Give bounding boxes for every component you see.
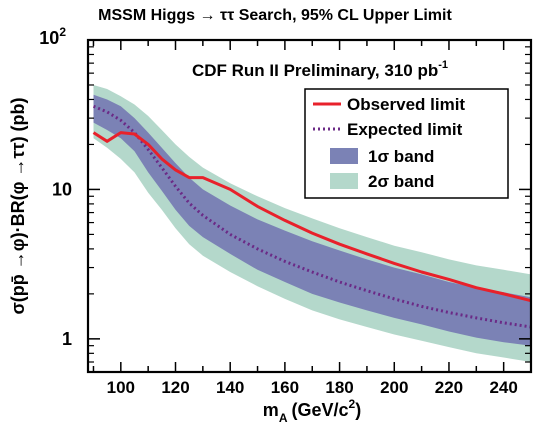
legend-2sigma-label: 2σ band: [368, 172, 434, 191]
xtick-label: 180: [325, 378, 353, 397]
xtick-label: 220: [435, 378, 463, 397]
curves-layer: [92, 104, 532, 329]
plot-frame: [86, 38, 533, 374]
legend-observed-label: Observed limit: [347, 95, 465, 114]
xtick-label: 160: [271, 378, 299, 397]
y-axis-label: σ(pp̄ →φ)·BR(φ →ττ) (pb): [8, 97, 28, 314]
xtick-label: 200: [380, 378, 408, 397]
run-annotation: CDF Run II Preliminary, 310 pb-1: [192, 59, 448, 80]
legend-expected-label: Expected limit: [347, 120, 463, 139]
legend-2sigma-swatch: [330, 173, 358, 189]
legend-1sigma-swatch: [330, 148, 358, 164]
ytick-label-100: 102: [39, 25, 66, 48]
chart-title: MSSM Higgs → ττ Search, 95% CL Upper Lim…: [98, 7, 452, 24]
xtick-labels: 100 120 140 160 180 200 220 240: [107, 378, 518, 397]
ytick-label: 1: [62, 329, 72, 349]
xtick-label: 240: [489, 378, 517, 397]
legend-1sigma-label: 1σ band: [368, 147, 434, 166]
bands-layer: [93, 85, 531, 362]
ytick-labels: 1 10: [52, 179, 72, 348]
observed-limit-line: [92, 131, 532, 303]
ytick-label: 10: [52, 179, 72, 199]
legend: Observed limit Expected limit 1σ band 2σ…: [304, 88, 509, 199]
xtick-label: 100: [107, 378, 135, 397]
xtick-label: 140: [216, 378, 244, 397]
xtick-label: 120: [161, 378, 189, 397]
ticks-layer: [88, 39, 532, 373]
band-1sigma: [93, 94, 531, 346]
x-axis-label: mA (GeV/c2): [263, 397, 361, 425]
